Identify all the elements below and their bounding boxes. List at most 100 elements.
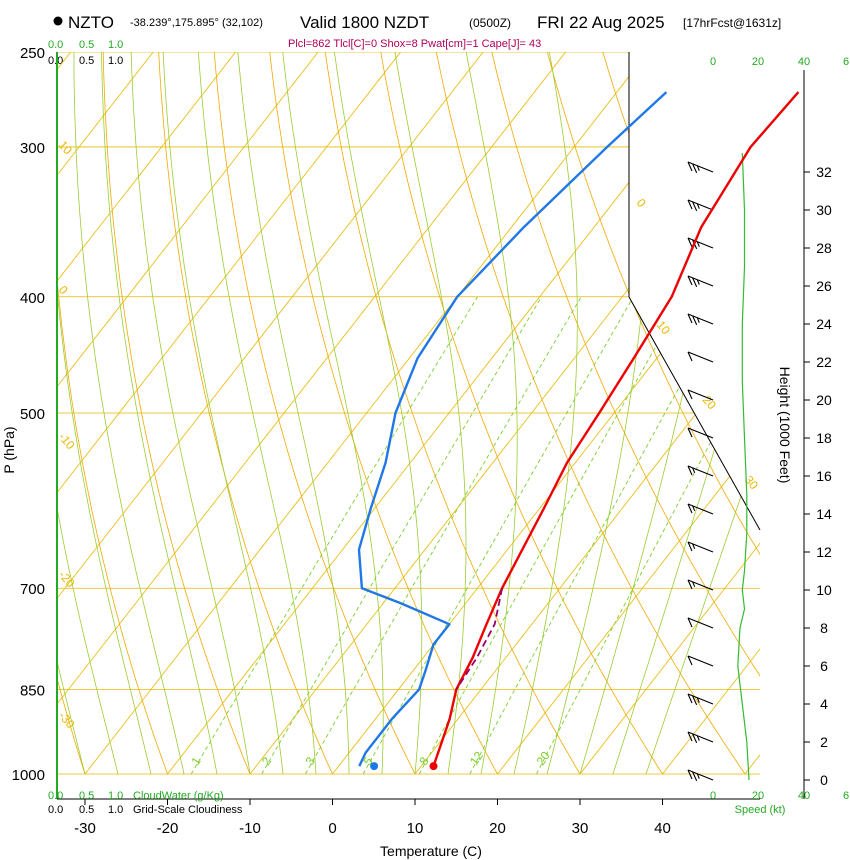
isotherm-label: -20 xyxy=(56,568,78,591)
speed-bot-tick-1: 20 xyxy=(752,790,764,802)
bot-cl-tick-2: 1.0 xyxy=(108,804,123,816)
pressure-tick-label: 1000 xyxy=(12,767,45,784)
pressure-tick-label: 300 xyxy=(20,140,45,157)
moist-adiabat xyxy=(57,52,119,775)
wind-barb xyxy=(687,503,714,515)
height-tick-label: 12 xyxy=(816,544,832,560)
station-dot-icon xyxy=(53,16,63,26)
wind-barb xyxy=(687,427,714,439)
top-cw-tick-2: 1.0 xyxy=(108,39,123,51)
wind-barb-flag xyxy=(687,693,693,704)
isotherm xyxy=(57,52,319,775)
wind-barb-staff xyxy=(687,693,714,705)
isotherm xyxy=(744,52,760,775)
height-tick-label: 8 xyxy=(820,620,828,636)
mixing-ratio-line xyxy=(261,296,542,775)
bot-cl-tick-0: 0.0 xyxy=(48,804,63,816)
wind-barb xyxy=(687,579,714,591)
wind-barb-staff xyxy=(687,541,714,553)
valid-time: Valid 1800 NZDT xyxy=(300,13,429,32)
wind-barb-half xyxy=(696,735,700,741)
height-tick-label: 16 xyxy=(816,468,832,484)
wind-barb-flag xyxy=(692,733,698,744)
moist-adiabat xyxy=(237,52,350,774)
wind-barb-half xyxy=(696,317,700,323)
moist-adiabat xyxy=(101,52,218,775)
isotherm xyxy=(332,52,760,775)
isotherm xyxy=(57,52,401,775)
dry-adiabat xyxy=(102,52,251,775)
height-tick-label: 18 xyxy=(816,430,832,446)
mixing-ratio-line xyxy=(536,296,760,775)
pressure-tick-label: 700 xyxy=(20,581,45,598)
valid-date: FRI 22 Aug 2025 xyxy=(537,13,665,32)
wind-barb-flag xyxy=(687,541,693,552)
mixing-ratio-label: 1 xyxy=(188,754,203,768)
dry-adiabat xyxy=(380,52,663,775)
pressure-tick-label: 250 xyxy=(20,45,45,62)
dry-adiabat xyxy=(0,52,3,774)
wind-barb-staff xyxy=(687,769,714,781)
valid-utc: (0500Z) xyxy=(469,16,511,30)
mixing-ratio-line xyxy=(469,296,730,775)
dry-adiabat xyxy=(825,52,850,774)
wind-barb-staff xyxy=(687,199,714,211)
wind-barb-flag xyxy=(692,315,698,326)
pressure-tick-label: 850 xyxy=(20,682,45,699)
plot-right-edge xyxy=(628,52,761,531)
height-tick-label: 20 xyxy=(816,392,832,408)
wind-barb-staff xyxy=(687,427,714,439)
wind-barb-staff xyxy=(687,655,714,667)
wind-barb-flag xyxy=(692,771,698,782)
speed-top-tick-0: 0 xyxy=(710,56,716,68)
top-cl-tick-1: 0.5 xyxy=(79,55,94,67)
isotherm-label: -10 xyxy=(56,430,78,453)
height-tick-label: 26 xyxy=(816,278,832,294)
top-cw-tick-1: 0.5 xyxy=(79,39,94,51)
wind-barb xyxy=(687,769,714,782)
wind-barb-flag xyxy=(687,731,693,742)
wind-barb-flag xyxy=(687,769,693,780)
moist-adiabat xyxy=(57,52,86,775)
surface-temperature-marker xyxy=(429,762,438,771)
isotherm xyxy=(828,52,850,774)
speed-profile-line xyxy=(737,152,750,781)
bot-cw-tick-0: 0.0 xyxy=(48,790,63,802)
wind-barb-half xyxy=(692,581,696,588)
x-tick-label: -10 xyxy=(239,820,261,837)
height-tick-label: 24 xyxy=(816,316,832,332)
wind-barb-half xyxy=(696,279,700,285)
station-coords: -38.239°,175.895° (32,102) xyxy=(130,17,263,29)
moist-adiabat xyxy=(73,52,185,775)
moist-adiabat xyxy=(612,52,760,775)
station-id: NZTO xyxy=(68,13,114,32)
wind-barb-half xyxy=(696,203,700,209)
pressure-axis: 250 300 400 500 700 850 1000 xyxy=(12,45,45,784)
speed-axis-top: 0 20 40 6 xyxy=(710,56,849,68)
height-tick-label: 10 xyxy=(816,582,832,598)
isotherm xyxy=(57,52,484,775)
mixing-ratio-line xyxy=(305,296,582,775)
wind-barb-half xyxy=(692,505,696,512)
wind-barb-flag xyxy=(687,465,693,476)
bottom-cloudiness-scale: 0.0 0.5 1.0 Grid-Scale Cloudiness xyxy=(48,804,243,816)
wind-barb xyxy=(687,541,714,553)
thermo-grid xyxy=(0,52,850,775)
dry-adiabat xyxy=(57,52,168,775)
speed-profile xyxy=(737,152,750,781)
isotherm-label: -30 xyxy=(56,709,78,732)
speed-bot-tick-0: 0 xyxy=(710,790,716,802)
dry-adiabat xyxy=(546,52,760,775)
wind-barb-flag xyxy=(687,427,693,438)
mixing-ratio-label: 20 xyxy=(534,749,553,768)
x-tick-label: 0 xyxy=(328,820,336,837)
mixing-ratio-line xyxy=(418,296,685,775)
wind-barb-staff xyxy=(687,161,714,173)
top-cloudwater-scale: 0.0 0.5 1.0 xyxy=(48,39,123,51)
wind-barb-flag xyxy=(692,277,698,288)
wind-barb xyxy=(687,655,714,667)
wind-barb-half xyxy=(696,241,700,247)
isotherm xyxy=(579,52,760,775)
wind-barb-flag xyxy=(687,313,693,324)
